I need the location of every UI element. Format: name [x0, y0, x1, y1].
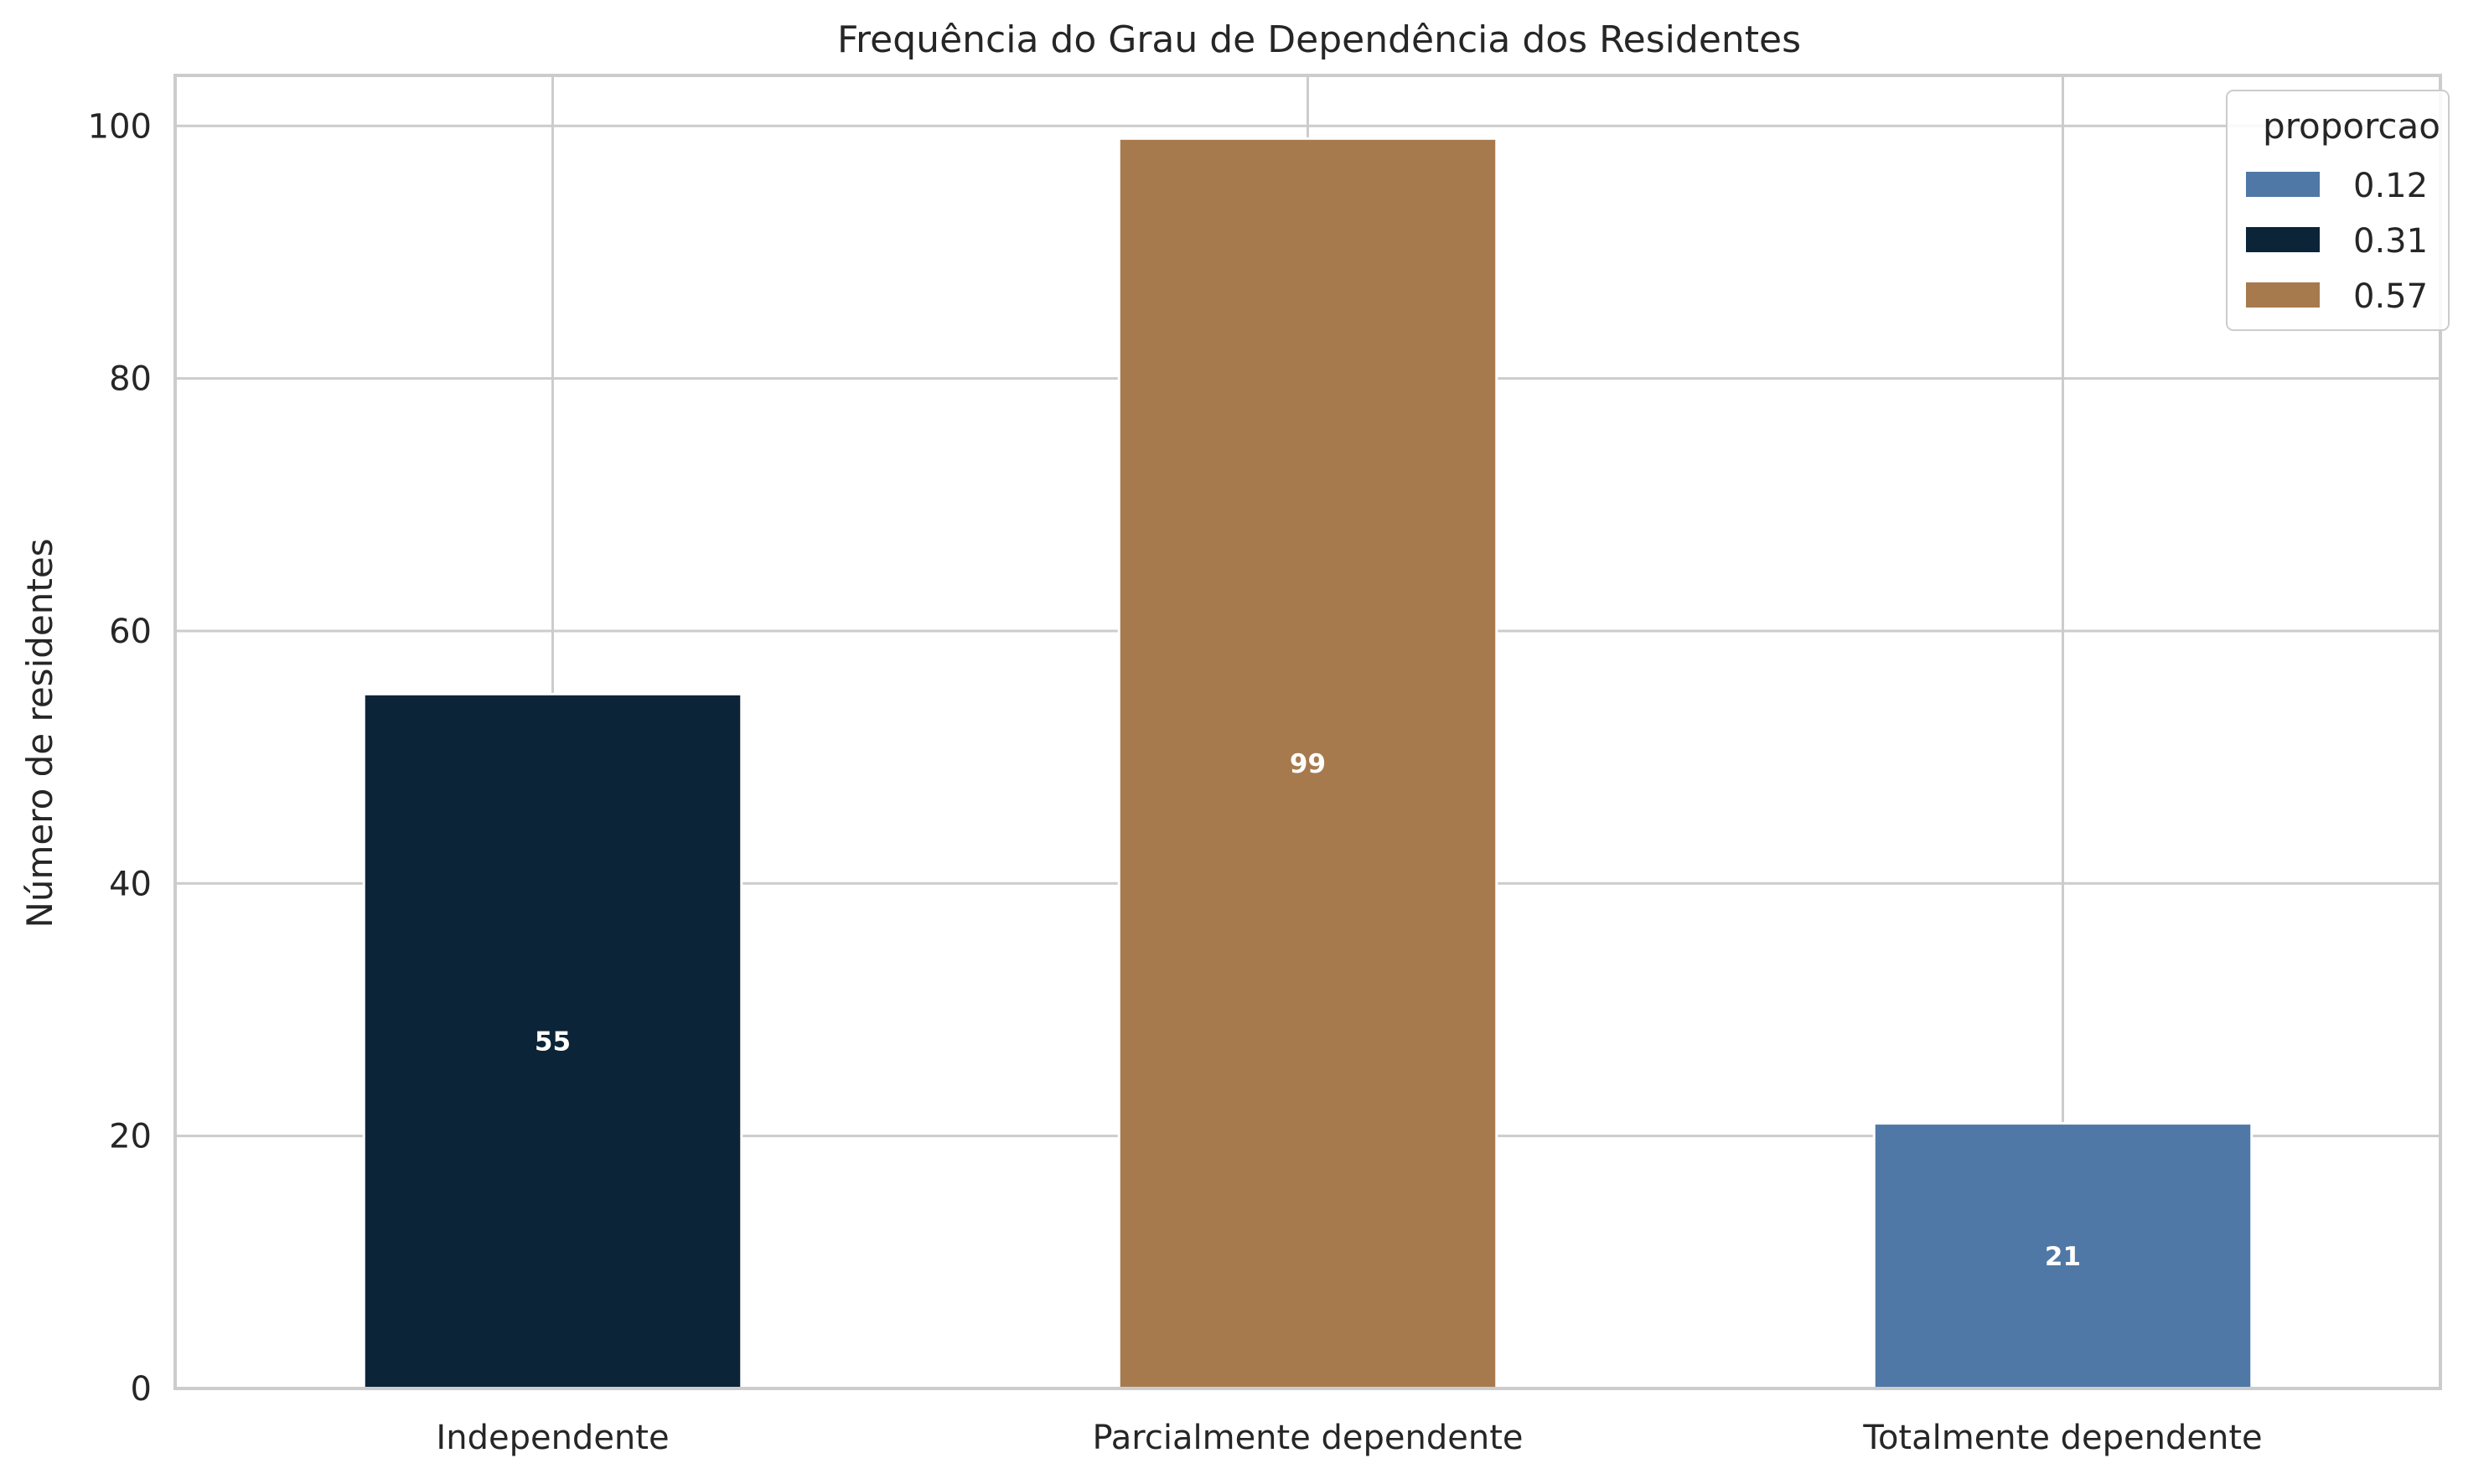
- x-tick-label: Independente: [436, 1419, 669, 1457]
- legend-box: [2226, 90, 2450, 331]
- x-tick-label: Parcialmente dependente: [1092, 1419, 1523, 1457]
- y-tick-label: 40: [109, 865, 152, 903]
- y-tick-label: 0: [131, 1370, 152, 1409]
- legend-label: 0.57: [2353, 277, 2428, 316]
- chart-title: Frequência do Grau de Dependência dos Re…: [837, 18, 1801, 61]
- legend-swatch: [2246, 282, 2320, 308]
- legend-title: proporcao: [2263, 106, 2440, 147]
- data-label: 55: [535, 1027, 571, 1057]
- bar-independente: [362, 692, 743, 1390]
- y-tick-label: 80: [109, 360, 152, 399]
- y-axis-label: Número de residentes: [19, 538, 60, 928]
- y-tick-label: 100: [88, 107, 152, 146]
- y-tick-label: 60: [109, 613, 152, 651]
- y-tick-label: 20: [109, 1118, 152, 1156]
- plot-frame-border: [173, 74, 2442, 1390]
- legend-label: 0.31: [2353, 222, 2428, 261]
- plot-frame: [173, 74, 2442, 1390]
- data-label: 21: [2045, 1242, 2081, 1272]
- x-tick-label: Totalmente dependente: [1862, 1419, 2262, 1457]
- legend-swatch: [2246, 172, 2320, 197]
- axis-ticks: 0 20 40 60 80 100 Independente Parcialmente dep…: [88, 107, 2263, 1457]
- bar-parcialmente-dependente: [1117, 137, 1498, 1390]
- legend: proporcao 0.12 0.31 0.57: [2226, 90, 2450, 331]
- bars: [362, 137, 2254, 1390]
- legend-swatch: [2246, 227, 2320, 252]
- data-label: 99: [1290, 749, 1326, 779]
- data-labels: 55 99 21: [535, 749, 2081, 1272]
- legend-label: 0.12: [2353, 167, 2428, 205]
